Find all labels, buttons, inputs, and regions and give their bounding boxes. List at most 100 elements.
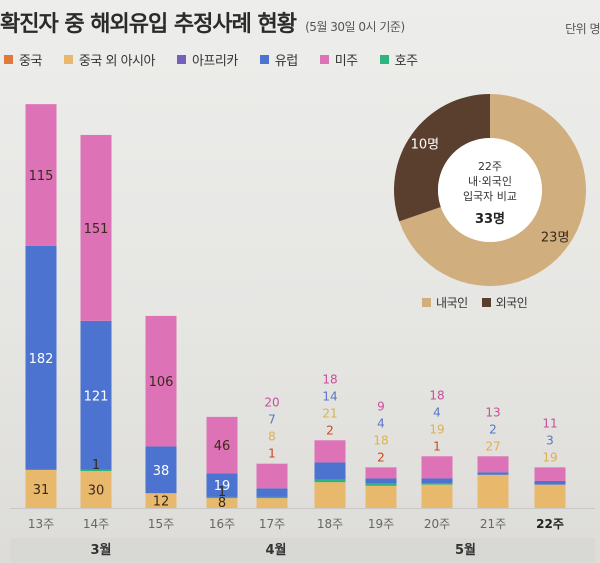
legend-label: 아프리카 bbox=[191, 54, 238, 69]
data-label-china_excl_asia: 19 bbox=[542, 450, 557, 464]
x-tick-label: 14주 bbox=[83, 517, 109, 531]
chart-title: 확진자 중 해외유입 추정사례 현황 bbox=[0, 12, 297, 37]
bar-segment-europe bbox=[145, 446, 177, 494]
legend-swatch bbox=[259, 55, 269, 64]
legend-label: 미주 bbox=[334, 54, 358, 69]
bar-segment-americas bbox=[534, 467, 566, 481]
legend-swatch bbox=[176, 55, 186, 64]
donut-slice-label: 10명 bbox=[411, 138, 440, 153]
legend-item-china: 중국 bbox=[4, 50, 42, 69]
x-tick-label: 19주 bbox=[368, 517, 394, 531]
donut-center-label: 입국자 비교 bbox=[463, 190, 517, 203]
donut-legend-swatch bbox=[422, 298, 431, 307]
data-label-oceania: 2 bbox=[377, 450, 385, 464]
donut-legend-item-domestic: 내국인 bbox=[422, 294, 468, 311]
data-label-americas: 9 bbox=[377, 399, 385, 413]
x-tick-label: 21주 bbox=[480, 517, 506, 531]
x-tick-label: 16주 bbox=[209, 517, 235, 531]
bar-segment-china_excl_asia bbox=[25, 469, 57, 508]
data-label-americas: 106 bbox=[149, 375, 174, 390]
data-label-oceania: 1 bbox=[218, 485, 226, 500]
bar-segment-oceania bbox=[365, 483, 397, 486]
data-label-europe: 121 bbox=[84, 389, 109, 404]
donut-slice-label: 23명 bbox=[541, 230, 570, 245]
legend-item-europe: 유럽 bbox=[259, 50, 298, 69]
donut-total: 33명 bbox=[475, 211, 505, 227]
bar-segment-americas bbox=[256, 463, 288, 489]
data-label-americas: 20 bbox=[264, 396, 279, 410]
x-tick-label: 18주 bbox=[317, 517, 343, 531]
data-label-china_excl_asia: 27 bbox=[485, 439, 500, 453]
bar-segment-americas bbox=[25, 104, 57, 246]
bar-segment-europe bbox=[256, 488, 288, 497]
data-label-china_excl_asia: 18 bbox=[373, 433, 388, 447]
data-label-europe: 182 bbox=[29, 352, 54, 367]
data-label-oceania: 2 bbox=[326, 423, 334, 437]
bar-segment-oceania bbox=[314, 479, 346, 483]
bar-segment-oceania bbox=[421, 483, 453, 485]
bar-segment-europe bbox=[534, 480, 566, 485]
bar-segment-americas bbox=[145, 315, 177, 447]
donut-slice-foreign bbox=[393, 94, 490, 222]
bar-segment-americas bbox=[477, 456, 509, 473]
bar-segment-china_excl_asia bbox=[256, 498, 288, 508]
data-label-oceania: 1 bbox=[433, 439, 441, 453]
legend-swatch bbox=[319, 55, 329, 64]
data-label-china_excl_asia: 21 bbox=[322, 406, 337, 420]
legend-label: 유럽 bbox=[274, 54, 298, 69]
bar-segment-europe bbox=[477, 472, 509, 475]
x-tick-label: 13주 bbox=[28, 517, 54, 531]
legend-label: 중국 외 아시아 bbox=[78, 54, 156, 69]
x-tick-label: 20주 bbox=[424, 517, 450, 531]
unit-label: 단위 명 bbox=[565, 22, 600, 36]
legend-label: 호주 bbox=[394, 54, 418, 69]
donut-legend-label: 내국인 bbox=[436, 296, 468, 310]
bar-segment-oceania bbox=[80, 469, 112, 472]
donut-legend-label: 외국인 bbox=[495, 296, 528, 310]
bar-segment-americas bbox=[80, 134, 112, 321]
donut-hole bbox=[438, 138, 542, 242]
legend-swatch bbox=[4, 55, 13, 64]
month-band bbox=[10, 538, 595, 562]
data-label-europe: 4 bbox=[377, 416, 385, 430]
data-label-europe: 38 bbox=[153, 464, 170, 479]
legend-label: 중국 bbox=[19, 54, 42, 69]
bar-segment-europe bbox=[365, 478, 397, 484]
donut-legend: 내국인 외국인 bbox=[422, 292, 541, 311]
chart-title-group: 확진자 중 해외유입 추정사례 현황 (5월 30일 0시 기준) bbox=[0, 6, 405, 38]
legend-swatch bbox=[63, 55, 73, 64]
data-label-china_excl_asia: 8 bbox=[268, 430, 276, 444]
donut-center-label: 내·외국인 bbox=[468, 175, 512, 188]
data-label-europe: 3 bbox=[546, 433, 554, 447]
bar-segment-europe bbox=[421, 478, 453, 484]
donut-legend-item-foreign: 외국인 bbox=[481, 294, 528, 311]
bar-segment-china_excl_asia bbox=[477, 474, 509, 508]
data-label-china_excl_asia: 8 bbox=[218, 496, 226, 511]
legend-item-africa: 아프리카 bbox=[176, 50, 238, 69]
legend-item-oceania: 호주 bbox=[379, 50, 418, 69]
donut-legend-swatch bbox=[481, 298, 491, 307]
data-label-oceania: 1 bbox=[92, 458, 100, 473]
data-label-americas: 18 bbox=[322, 372, 337, 386]
data-label-europe: 4 bbox=[433, 405, 441, 419]
data-label-europe: 7 bbox=[268, 413, 276, 427]
data-label-china_excl_asia: 30 bbox=[88, 484, 105, 499]
legend-item-americas: 미주 bbox=[319, 50, 358, 69]
bar-segment-china_excl_asia bbox=[206, 498, 238, 508]
bar-segment-europe bbox=[206, 473, 238, 497]
x-tick-label: 22주 bbox=[536, 517, 564, 531]
legend-swatch bbox=[379, 55, 389, 64]
legend-item-china_excl_asia: 중국 외 아시아 bbox=[63, 50, 156, 69]
data-label-china_excl_asia: 31 bbox=[33, 483, 50, 498]
data-label-americas: 46 bbox=[214, 439, 231, 454]
month-label: 3월 bbox=[90, 542, 111, 558]
data-label-oceania: 1 bbox=[268, 447, 276, 461]
donut-center-label: 22주 bbox=[478, 160, 502, 173]
data-label-americas: 151 bbox=[84, 222, 109, 237]
bar-segment-china_excl_asia bbox=[534, 484, 566, 508]
region-legend: 중국 중국 외 아시아 아프리카 유럽 미주 호주 bbox=[4, 50, 440, 69]
bar-segment-china_excl_asia bbox=[365, 485, 397, 508]
bar-segment-americas bbox=[365, 467, 397, 479]
data-label-china_excl_asia: 12 bbox=[153, 495, 170, 510]
